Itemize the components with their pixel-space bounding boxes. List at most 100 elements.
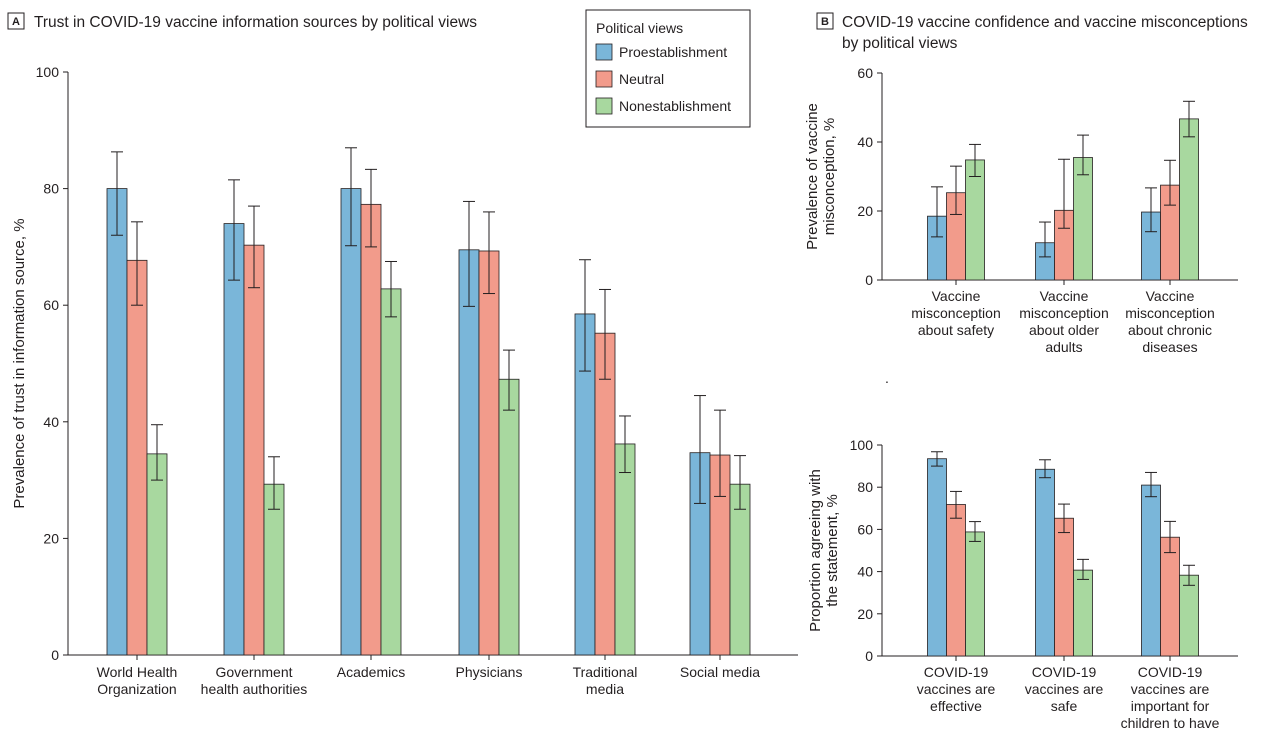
x-category-label-physicians: Physicians [456, 664, 523, 680]
y-tick-label: 20 [857, 606, 873, 622]
x-category-label-world-health-organization: World Health Organization [97, 664, 178, 697]
bar-nonestablishment-world-health-organization [146, 453, 168, 656]
bar-proestablishment-covid-19-vaccines-are-effective [927, 458, 947, 657]
legend-box [585, 9, 751, 128]
bar-proestablishment-academics [340, 188, 362, 656]
bar-nonestablishment-vaccine-misconception-about-chronic-diseases [1179, 118, 1199, 281]
panel-b-title: COVID-19 vaccine confidence and vaccine … [842, 14, 1248, 31]
x-category-label-line: Social media [680, 664, 760, 680]
panel-b-letter-box [816, 12, 834, 30]
x-category-label-line: COVID-19 [1032, 664, 1097, 680]
bar-neutral-covid-19-vaccines-are-safe [1054, 517, 1074, 657]
x-category-label-line: COVID-19 [924, 664, 989, 680]
bar-nonestablishment-covid-19-vaccines-are-important-for-children-to-have [1179, 574, 1199, 657]
y-tick-label: 40 [43, 414, 59, 430]
bar-nonestablishment-social-media [729, 483, 751, 656]
bar-proestablishment-government-health-authorities [223, 223, 245, 656]
panel-b-header: B COVID-19 vaccine confidence and vaccin… [816, 12, 1248, 52]
x-category-label-line: vaccines are [1025, 681, 1104, 697]
x-category-label-covid-19-vaccines-are-important-for-children-to-have: COVID-19 vaccines are important for childre… [1121, 664, 1220, 731]
bar-nonestablishment-government-health-authorities [263, 483, 285, 656]
y-axis-title-line: the statement, % [824, 494, 841, 607]
legend-label-nonestablishment: Nonestablishment [619, 98, 731, 114]
separator-dot: . [885, 370, 889, 386]
legend-swatch-neutral [595, 70, 613, 88]
y-axis-title: Prevalence of trust in information sourc… [11, 218, 28, 508]
x-category-label-vaccine-misconception-about-chronic-diseases: Vaccine misconception about chronic disease… [1125, 288, 1215, 355]
legend-label-proestablishment: Proestablishment [619, 44, 727, 60]
y-tick-label: 60 [43, 297, 59, 313]
legend-swatch-nonestablishment [595, 97, 613, 115]
bar-proestablishment-covid-19-vaccines-are-safe [1035, 468, 1055, 657]
chart-trust-sources: 0 20 40 60 80 100 Prevalence of trust in infor… [11, 64, 798, 697]
x-category-label-line: Vaccine [1146, 288, 1195, 304]
y-axis-title-line: Prevalence of vaccine [804, 103, 821, 250]
x-category-label-line: vaccines are [1131, 681, 1210, 697]
y-axis-title: Prevalence of vaccinemisconception, % [804, 103, 838, 250]
bar-nonestablishment-physicians [498, 378, 520, 656]
panel-a-letter: A [12, 16, 20, 28]
bar-neutral-world-health-organization [126, 259, 148, 656]
legend: Political views Proestablishment Neutral… [585, 9, 751, 128]
bar-proestablishment-physicians [458, 249, 480, 656]
y-tick-label: 80 [857, 479, 873, 495]
bar-neutral-traditional-media [594, 332, 616, 656]
x-category-label-line: COVID-19 [1138, 664, 1203, 680]
x-category-label-line: diseases [1142, 339, 1197, 355]
bar-proestablishment-world-health-organization [106, 188, 128, 656]
y-tick-label: 60 [857, 521, 873, 537]
bar-neutral-covid-19-vaccines-are-effective [946, 504, 966, 657]
x-category-label-line: misconception [1125, 305, 1215, 321]
x-category-label-line: about chronic [1128, 322, 1212, 338]
x-category-label-social-media: Social media [680, 664, 760, 680]
bar-nonestablishment-vaccine-misconception-about-older-adults [1073, 157, 1093, 281]
x-category-label-line: World Health [97, 664, 178, 680]
x-category-label-line: misconception [911, 305, 1001, 321]
x-category-label-line: effective [930, 698, 982, 714]
panel-b-letter: B [821, 16, 829, 28]
x-category-label-line: Traditional [573, 664, 638, 680]
panel-a-header: A Trust in COVID-19 vaccine information … [7, 12, 477, 31]
x-category-label-line: safe [1051, 698, 1078, 714]
legend-title: Political views [596, 20, 683, 36]
x-category-label-line: media [586, 681, 624, 697]
x-category-label-vaccine-misconception-about-safety: Vaccine misconception about safety [911, 288, 1001, 338]
bar-nonestablishment-academics [380, 288, 402, 656]
x-category-label-government-health-authorities: Government health authorities [201, 664, 308, 697]
x-category-label-line: Academics [337, 664, 405, 680]
panel-a-title: Trust in COVID-19 vaccine information so… [34, 14, 477, 31]
x-category-label-academics: Academics [337, 664, 405, 680]
y-tick-label: 80 [43, 181, 59, 197]
y-tick-label: 40 [857, 564, 873, 580]
y-axis-title: Proportion agreeing withthe statement, % [807, 469, 841, 632]
y-axis-title-line: misconception, % [821, 118, 838, 236]
bar-neutral-physicians [478, 250, 500, 656]
legend-swatch-proestablishment [595, 43, 613, 61]
y-tick-label: 60 [857, 65, 873, 81]
chart-vaccine-confidence: 0 20 40 60 80 100 Proportion agreeing withthe … [807, 437, 1238, 731]
x-category-label-line: about older [1029, 322, 1099, 338]
y-tick-label: 0 [51, 647, 59, 663]
bar-neutral-academics [360, 203, 382, 656]
x-category-label-line: vaccines are [917, 681, 996, 697]
x-category-label-line: misconception [1019, 305, 1109, 321]
legend-label-neutral: Neutral [619, 71, 664, 87]
y-tick-label: 40 [857, 134, 873, 150]
x-category-label-line: children to have [1121, 715, 1220, 731]
x-category-label-traditional-media: Traditional media [573, 664, 638, 697]
bar-neutral-government-health-authorities [243, 244, 265, 656]
y-tick-label: 100 [850, 437, 874, 453]
x-category-label-line: adults [1045, 339, 1082, 355]
panel-a-letter-box [7, 12, 25, 30]
bar-nonestablishment-covid-19-vaccines-are-safe [1073, 569, 1093, 657]
x-category-label-line: Vaccine [932, 288, 981, 304]
y-tick-label: 0 [865, 272, 873, 288]
y-tick-label: 20 [43, 530, 59, 546]
bar-nonestablishment-traditional-media [614, 443, 636, 656]
x-category-label-line: about safety [918, 322, 994, 338]
bar-nonestablishment-vaccine-misconception-about-safety [965, 159, 985, 281]
x-category-label-vaccine-misconception-about-older-adults: Vaccine misconception about older adults [1019, 288, 1109, 355]
y-axis-title-line: Proportion agreeing with [807, 469, 824, 632]
